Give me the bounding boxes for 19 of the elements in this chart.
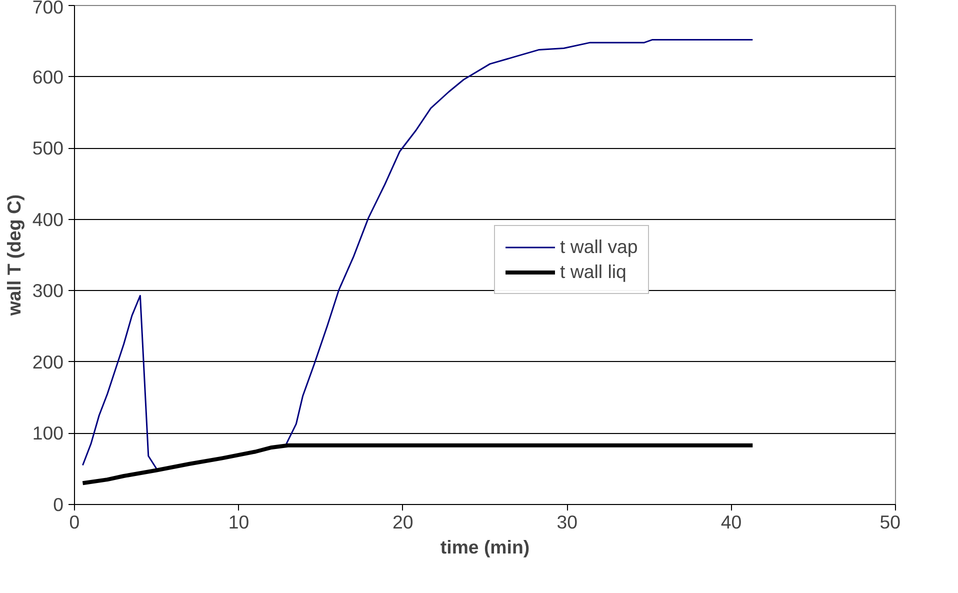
- x-tick-label: 30: [556, 512, 578, 532]
- y-tick-label: 400: [32, 208, 64, 230]
- y-axis-title: wall T (deg C): [3, 194, 24, 317]
- y-tick-label: 200: [32, 351, 64, 372]
- x-tick-label: 20: [392, 512, 414, 532]
- y-tick-label: 500: [32, 138, 64, 159]
- y-tick-label: 100: [32, 422, 64, 444]
- y-tick-label: 0: [53, 494, 64, 515]
- legend-label: t wall liq: [560, 261, 626, 283]
- line-series: [80, 443, 755, 486]
- x-tick-label: 40: [720, 512, 742, 532]
- legend-label: t wall vap: [560, 236, 638, 258]
- y-tick-label: 300: [32, 280, 64, 302]
- x-tick-label: 10: [228, 512, 250, 532]
- x-axis-title: time (min): [440, 536, 530, 558]
- x-tick-label: 0: [69, 512, 80, 532]
- x-tick-label: 50: [880, 512, 901, 532]
- y-tick-label: 600: [32, 66, 64, 88]
- y-tick-label: 700: [32, 0, 64, 18]
